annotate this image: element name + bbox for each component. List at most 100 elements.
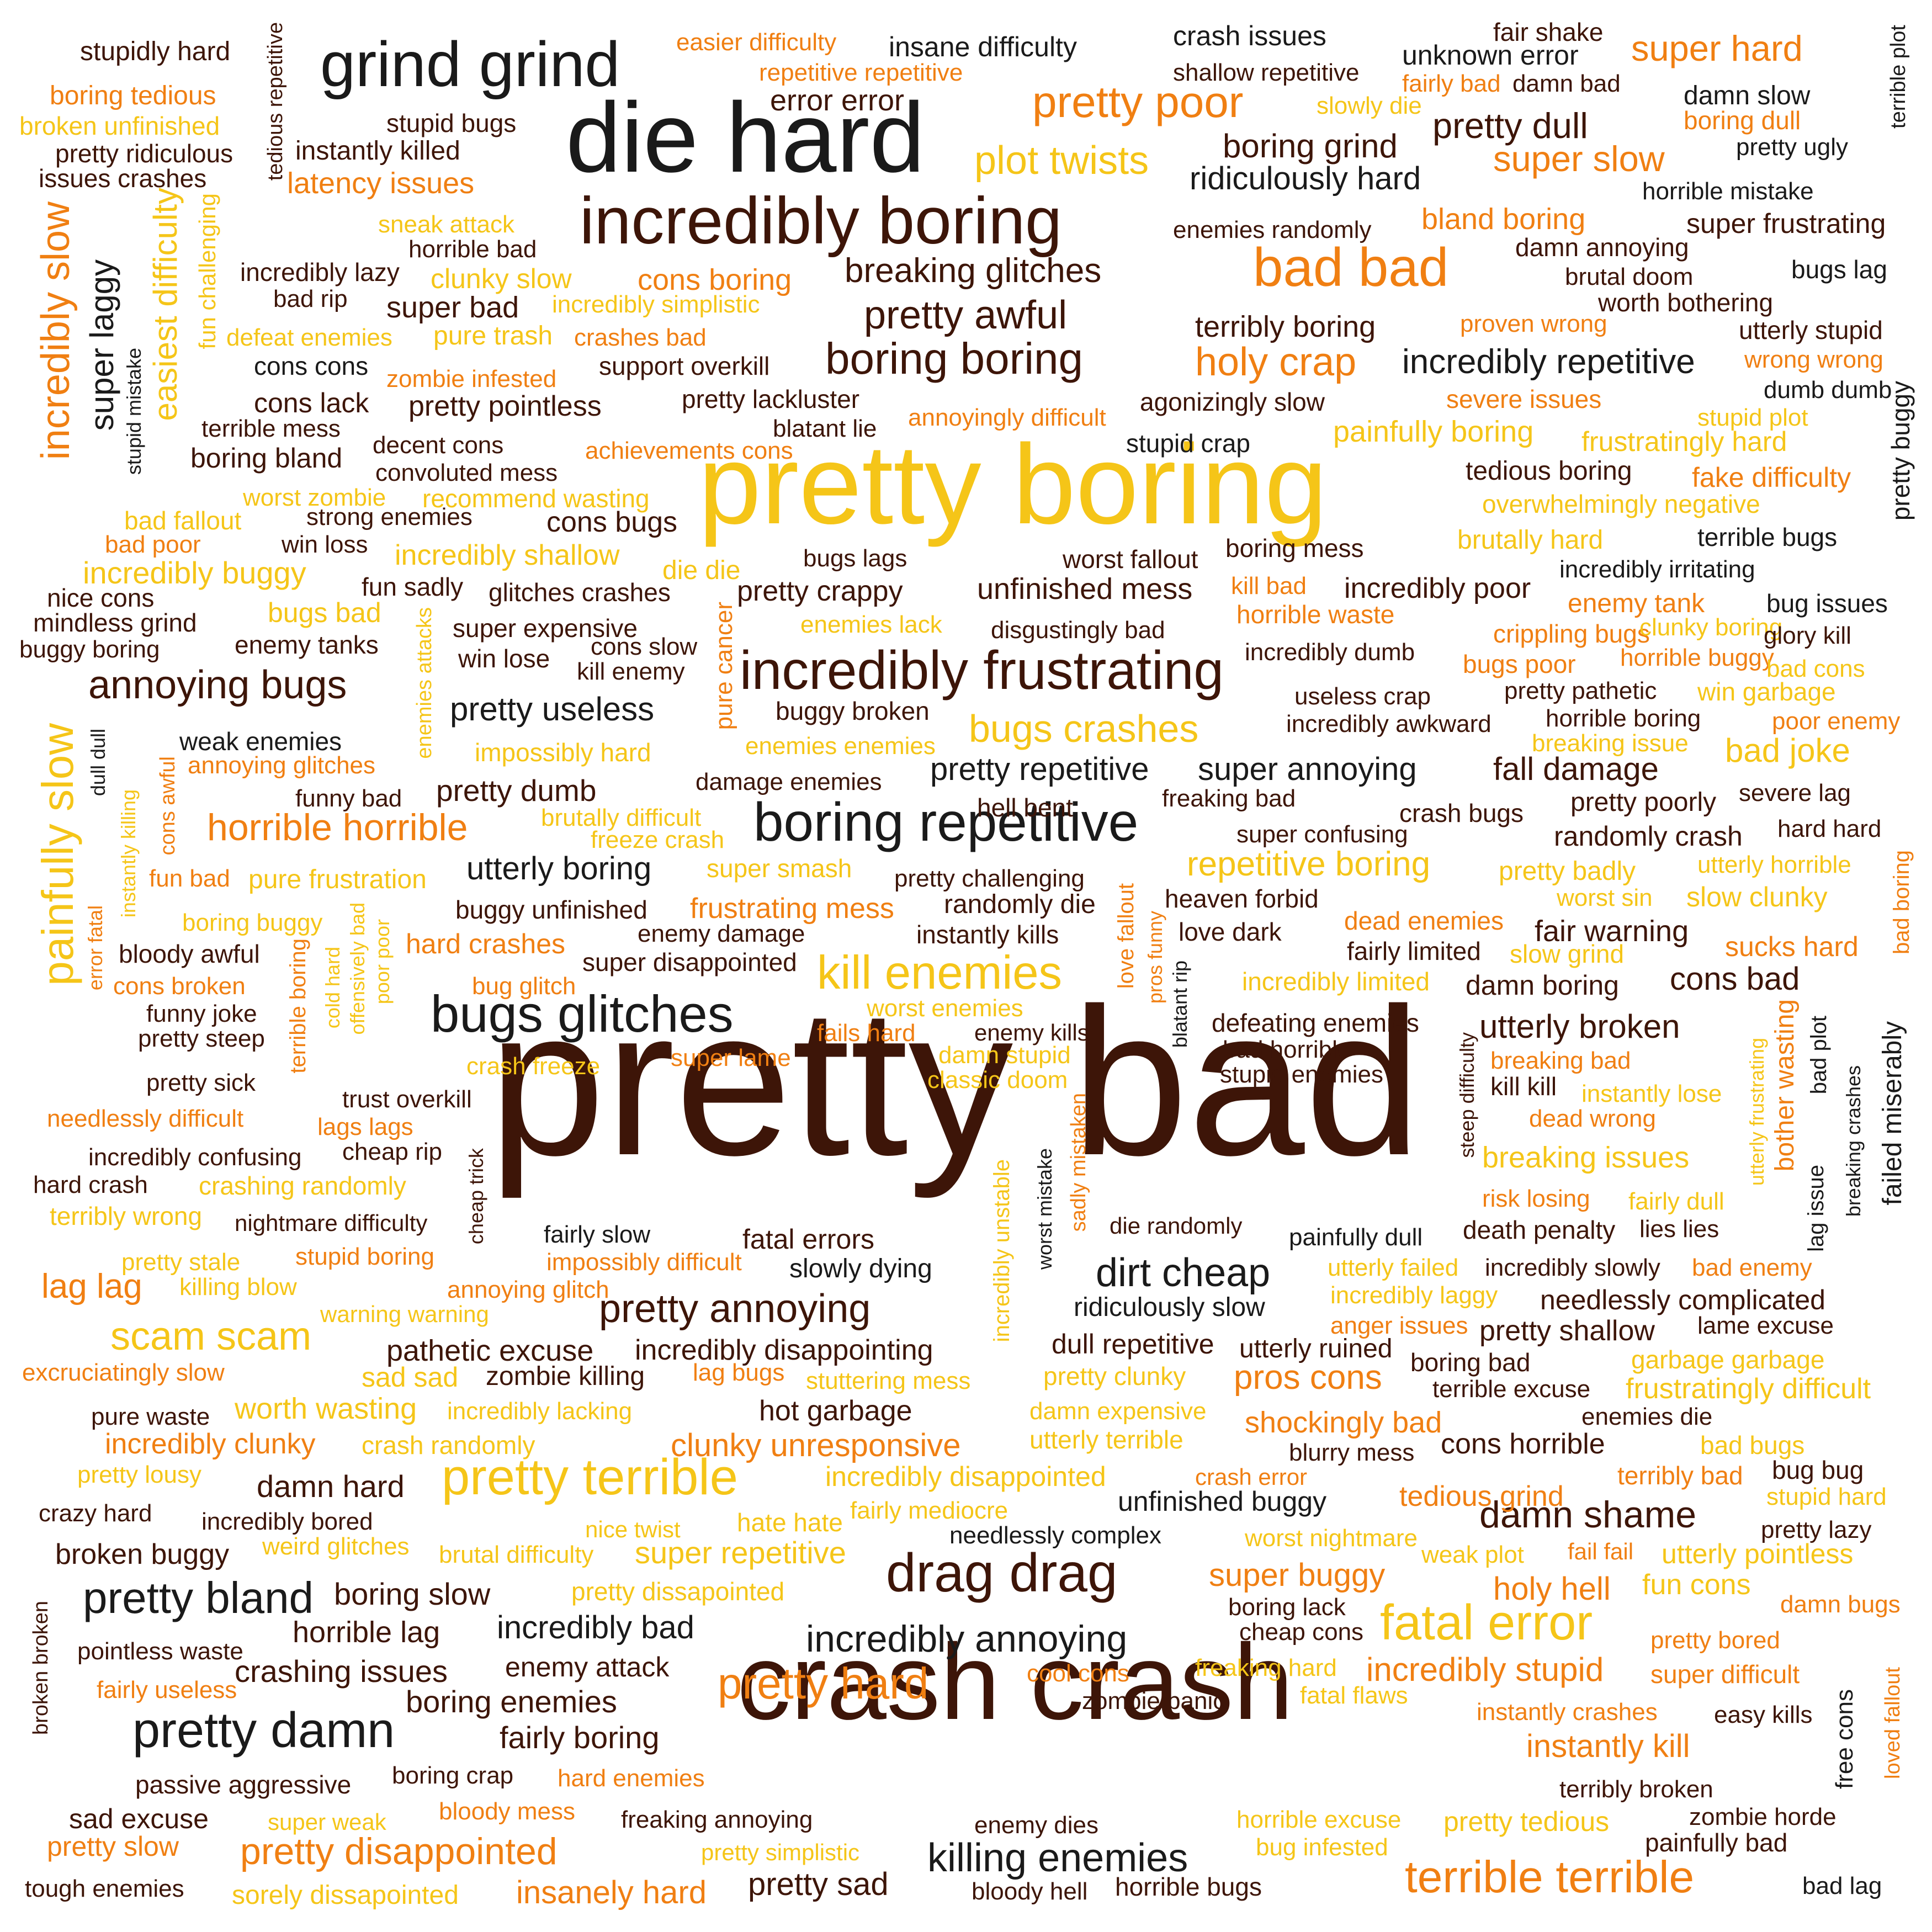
word-utterly-failed: utterly failed <box>1328 1254 1459 1281</box>
word-pretty-ridiculous: pretty ridiculous <box>55 139 233 168</box>
word-cons-lack: cons lack <box>254 388 369 418</box>
word-worst-mistake: worst mistake <box>1033 1148 1056 1270</box>
word-shockingly-bad: shockingly bad <box>1245 1406 1442 1439</box>
word-win-loss: win loss <box>282 531 368 558</box>
word-bloody-hell: bloody hell <box>972 1878 1088 1905</box>
word-super-slow: super slow <box>1493 139 1665 179</box>
word-zombie-horde: zombie horde <box>1689 1803 1837 1830</box>
word-hard-enemies: hard enemies <box>558 1765 705 1792</box>
word-slow-clunky: slow clunky <box>1686 882 1828 912</box>
word-crashing-issues: crashing issues <box>235 1654 448 1689</box>
word-incredibly-poor: incredibly poor <box>1344 572 1531 604</box>
word-enemy-dies: enemy dies <box>974 1812 1099 1839</box>
word-damn-expensive: damn expensive <box>1029 1398 1207 1425</box>
word-horrible-excuse: horrible excuse <box>1236 1806 1402 1833</box>
word-stupidly-hard: stupidly hard <box>80 37 231 66</box>
word-fairly-limited: fairly limited <box>1347 937 1481 965</box>
word-bad-boring: bad boring <box>1889 850 1914 955</box>
word-unfinished-buggy: unfinished buggy <box>1118 1486 1327 1517</box>
word-buggy-boring: buggy boring <box>19 636 160 663</box>
word-pretty-annoying: pretty annoying <box>599 1287 871 1331</box>
word-boring-lack: boring lack <box>1228 1594 1346 1621</box>
word-breaking-crashes: breaking crashes <box>1842 1065 1865 1217</box>
word-fatal-flaws: fatal flaws <box>1300 1682 1408 1709</box>
word-bother-wasting: bother wasting <box>1770 999 1800 1172</box>
word-sad-sad: sad sad <box>362 1362 459 1393</box>
word-incredibly-frustrating: incredibly frustrating <box>740 640 1224 700</box>
word-enemy-kills: enemy kills <box>974 1020 1089 1045</box>
word-disgustingly-bad: disgustingly bad <box>991 617 1165 644</box>
word-hard-crash: hard crash <box>33 1171 148 1198</box>
word-pretty-bored: pretty bored <box>1650 1627 1780 1654</box>
word-convoluted-mess: convoluted mess <box>375 459 558 486</box>
word-lies-lies: lies lies <box>1639 1216 1719 1243</box>
word-stuttering-mess: stuttering mess <box>806 1367 971 1394</box>
word-fun-sadly: fun sadly <box>362 572 464 601</box>
word-pretty-dumb: pretty dumb <box>436 773 597 808</box>
word-agonizingly-slow: agonizingly slow <box>1140 388 1325 416</box>
word-enemy-tank: enemy tank <box>1568 589 1705 618</box>
word-pros-cons: pros cons <box>1234 1358 1382 1397</box>
word-fails-hard: fails hard <box>817 1020 916 1047</box>
word-pretty-terrible: pretty terrible <box>442 1449 738 1505</box>
word-bad-joke: bad joke <box>1725 732 1850 769</box>
word-fairly-boring: fairly boring <box>500 1720 660 1755</box>
word-bloody-mess: bloody mess <box>439 1798 576 1825</box>
word-latency-issues: latency issues <box>287 167 475 200</box>
word-super-expensive: super expensive <box>453 614 638 643</box>
word-lag-issue: lag issue <box>1804 1165 1828 1252</box>
word-enemies-attacks: enemies attacks <box>413 607 436 759</box>
word-cons-bad: cons bad <box>1670 961 1800 997</box>
word-instantly-killed: instantly killed <box>295 136 460 166</box>
word-recommend-wasting: recommend wasting <box>422 484 650 513</box>
word-glitches-crashes: glitches crashes <box>489 578 671 607</box>
word-sad-excuse: sad excuse <box>69 1803 209 1834</box>
word-super-annoying: super annoying <box>1198 751 1417 787</box>
word-bugs-lag: bugs lag <box>1791 255 1887 284</box>
word-utterly-horrible: utterly horrible <box>1697 851 1851 878</box>
word-slow-grind: slow grind <box>1510 940 1625 968</box>
word-glory-kill: glory kill <box>1764 622 1851 649</box>
word-defeating-enemies: defeating enemies <box>1212 1009 1419 1037</box>
word-terribly-boring: terribly boring <box>1195 310 1376 343</box>
word-slowly-dying: slowly dying <box>789 1254 932 1283</box>
word-dumb-dumb: dumb dumb <box>1764 376 1892 404</box>
word-hard-crashes: hard crashes <box>406 928 566 959</box>
word-hot-garbage: hot garbage <box>759 1395 912 1427</box>
word-fun-challenging: fun challenging <box>194 193 220 349</box>
word-painfully-slow: painfully slow <box>33 723 82 986</box>
word-terribly-broken: terribly broken <box>1559 1776 1713 1803</box>
word-dead-wrong: dead wrong <box>1529 1105 1656 1132</box>
word-brutal-difficulty: brutal difficulty <box>439 1541 594 1568</box>
word-worst-sin: worst sin <box>1557 884 1653 911</box>
word-garbage-garbage: garbage garbage <box>1631 1345 1825 1374</box>
word-bugs-poor: bugs poor <box>1463 650 1576 678</box>
word-dirt-cheap: dirt cheap <box>1096 1251 1271 1295</box>
word-incredibly-annoying: incredibly annoying <box>806 1618 1128 1660</box>
word-pretty-ugly: pretty ugly <box>1736 134 1848 161</box>
word-bug-bug: bug bug <box>1772 1456 1864 1484</box>
word-bad-enemy: bad enemy <box>1692 1254 1812 1281</box>
word-pretty-poorly: pretty poorly <box>1570 788 1717 817</box>
word-enemies-die: enemies die <box>1581 1403 1713 1430</box>
word-damn-boring: damn boring <box>1466 970 1619 1001</box>
word-cons-bugs: cons bugs <box>546 506 678 538</box>
word-frustratingly-difficult: frustratingly difficult <box>1626 1373 1871 1405</box>
word-boring-slow: boring slow <box>334 1577 491 1611</box>
word-breaking-bad: breaking bad <box>1490 1047 1631 1074</box>
word-terrible-plot: terrible plot <box>1887 25 1910 129</box>
word-strong-enemies: strong enemies <box>306 503 473 530</box>
word-annoying-glitch: annoying glitch <box>447 1276 609 1303</box>
word-stupid-plot: stupid plot <box>1697 404 1808 431</box>
word-support-overkill: support overkill <box>599 352 770 380</box>
word-horrible-boring: horrible boring <box>1546 705 1701 732</box>
word-death-penalty: death penalty <box>1463 1216 1616 1244</box>
word-fun-cons: fun cons <box>1642 1569 1751 1601</box>
word-poor-poor: poor poor <box>371 919 394 1005</box>
word-boring-grind: boring grind <box>1223 128 1398 164</box>
word-zombie-panic: zombie panic <box>1082 1687 1225 1715</box>
word-damn-stupid: damn stupid <box>938 1042 1071 1069</box>
word-bad-poor: bad poor <box>105 531 201 558</box>
word-cold-hard: cold hard <box>321 947 344 1029</box>
word-cons-horrible: cons horrible <box>1441 1428 1605 1460</box>
